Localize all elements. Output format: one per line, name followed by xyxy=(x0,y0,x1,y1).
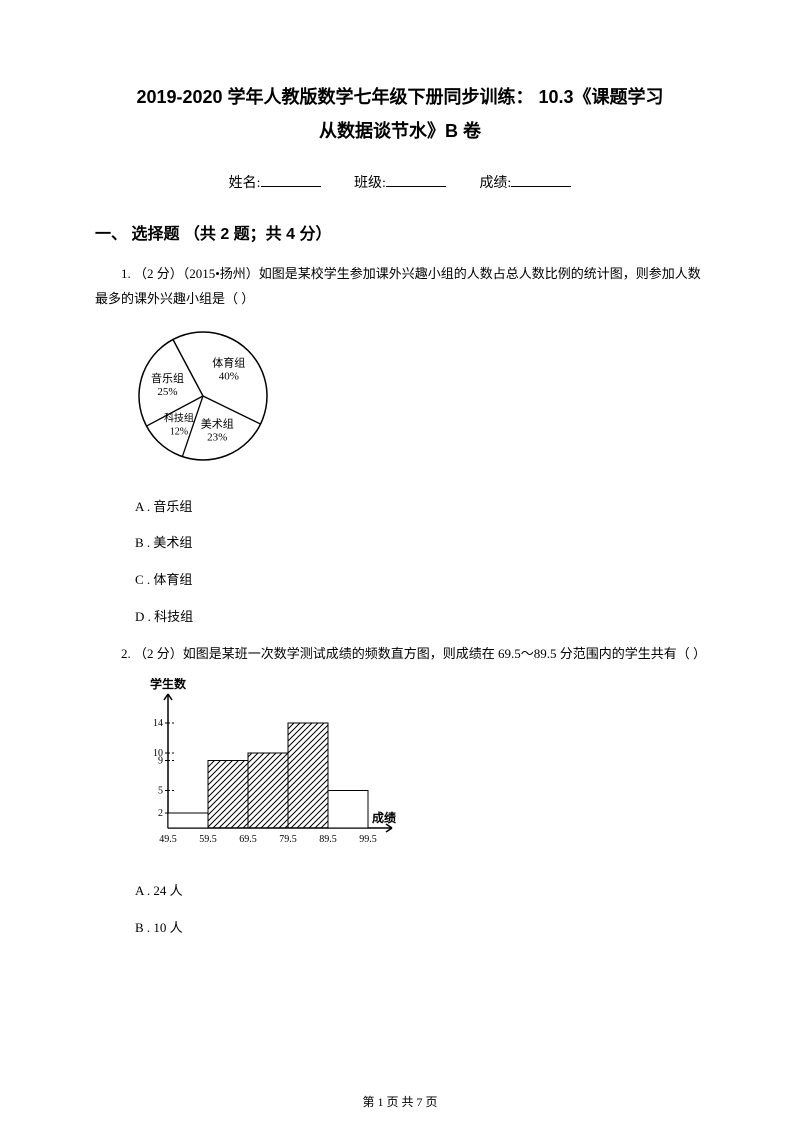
score-label: 成绩: xyxy=(479,172,511,192)
svg-text:美术组: 美术组 xyxy=(201,416,234,430)
name-blank xyxy=(261,173,321,187)
svg-text:2: 2 xyxy=(158,808,163,819)
q2-bar-figure: 259101449.559.569.579.589.599.5学生数成绩 xyxy=(123,678,705,863)
q1-option-b: B . 美术组 xyxy=(135,531,705,556)
title-line-2: 从数据谈节水》B 卷 xyxy=(95,114,705,148)
svg-text:49.5: 49.5 xyxy=(159,834,177,845)
score-blank xyxy=(511,173,571,187)
q1-stem: 1. （2 分）（2015•扬州）如图是某校学生参加课外兴趣小组的人数占总人数比… xyxy=(95,262,705,311)
svg-text:5: 5 xyxy=(158,786,163,797)
q2-option-b: B . 10 人 xyxy=(135,916,705,941)
svg-text:成绩: 成绩 xyxy=(372,810,396,825)
q2-option-a: A . 24 人 xyxy=(135,879,705,904)
svg-text:89.5: 89.5 xyxy=(319,834,337,845)
svg-text:12%: 12% xyxy=(170,426,188,437)
student-info-line: 姓名: 班级: 成绩: xyxy=(95,172,705,192)
svg-text:69.5: 69.5 xyxy=(239,834,257,845)
page-footer: 第 1 页 共 7 页 xyxy=(0,1093,800,1110)
q2-stem: 2. （2 分）如图是某班一次数学测试成绩的频数直方图，则成绩在 69.5～89… xyxy=(95,642,705,667)
svg-text:体育组: 体育组 xyxy=(212,355,245,369)
svg-text:79.5: 79.5 xyxy=(279,834,297,845)
svg-text:25%: 25% xyxy=(157,386,177,398)
q1-option-a: A . 音乐组 xyxy=(135,495,705,520)
q1-option-c: C . 体育组 xyxy=(135,568,705,593)
svg-text:学生数: 学生数 xyxy=(150,678,187,691)
bar-chart: 259101449.559.569.579.589.599.5学生数成绩 xyxy=(123,678,413,858)
svg-text:23%: 23% xyxy=(207,431,227,443)
class-label: 班级: xyxy=(354,172,386,192)
svg-text:科技组: 科技组 xyxy=(164,411,194,424)
q1-option-d: D . 科技组 xyxy=(135,605,705,630)
pie-chart: 体育组40% 美术组23% 科技组 12% 音乐组25% xyxy=(123,324,323,474)
svg-text:音乐组: 音乐组 xyxy=(151,371,184,385)
svg-text:99.5: 99.5 xyxy=(359,834,377,845)
svg-text:14: 14 xyxy=(153,718,163,729)
svg-text:40%: 40% xyxy=(219,370,239,382)
svg-text:10: 10 xyxy=(153,748,163,759)
svg-text:59.5: 59.5 xyxy=(199,834,217,845)
class-blank xyxy=(386,173,446,187)
q1-pie-figure: 体育组40% 美术组23% 科技组 12% 音乐组25% xyxy=(123,324,705,479)
name-label: 姓名: xyxy=(229,172,261,192)
title-line-1: 2019-2020 学年人教版数学七年级下册同步训练： 10.3《课题学习 xyxy=(95,80,705,114)
page-title: 2019-2020 学年人教版数学七年级下册同步训练： 10.3《课题学习 从数… xyxy=(95,80,705,148)
section-1-heading: 一、 选择题 （共 2 题；共 4 分） xyxy=(95,220,705,244)
